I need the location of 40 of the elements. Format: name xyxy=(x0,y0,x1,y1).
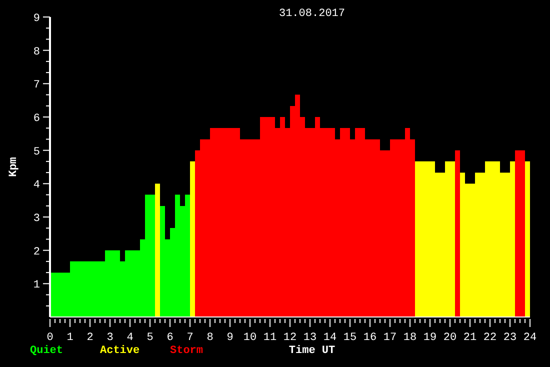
x-tick-label: 13 xyxy=(303,332,317,344)
x-tick-label: 11 xyxy=(263,332,277,344)
x-tick-label: 0 xyxy=(46,332,54,344)
text: Quiet xyxy=(30,345,64,357)
y-tick-label: 7 xyxy=(33,80,40,92)
x-tick-label: 2 xyxy=(86,332,94,344)
x-tick-label: 19 xyxy=(423,332,437,344)
x-tick-label: 18 xyxy=(403,332,417,344)
x-tick-label: 15 xyxy=(343,332,357,344)
x-tick-label: 10 xyxy=(243,332,257,344)
x-tick-label: 8 xyxy=(206,332,214,344)
y-tick-label: 8 xyxy=(33,46,40,58)
x-tick-label: 12 xyxy=(283,332,297,344)
x-tick-label: 20 xyxy=(443,332,457,344)
x-tick-label: 4 xyxy=(126,332,134,344)
x-tick-label: 7 xyxy=(186,332,194,344)
x-tick-label: 9 xyxy=(226,332,234,344)
y-tick-label: 1 xyxy=(33,280,40,292)
x-tick-label: 5 xyxy=(146,332,154,344)
x-tick-label: 16 xyxy=(363,332,377,344)
y-tick-label: 2 xyxy=(33,246,40,258)
y-tick-label: 4 xyxy=(33,180,40,192)
x-tick-label: 24 xyxy=(523,332,537,344)
x-tick-label: 6 xyxy=(166,332,174,344)
x-axis-title: Time UT xyxy=(288,345,336,357)
x-tick-label: 23 xyxy=(503,332,517,344)
y-tick-label: 6 xyxy=(33,113,40,125)
x-tick-label: 1 xyxy=(66,332,74,344)
x-tick-label: 14 xyxy=(323,332,337,344)
x-tick-label: 21 xyxy=(463,332,477,344)
y-tick-label: 9 xyxy=(33,13,40,25)
text: Storm xyxy=(170,345,204,357)
y-tick-label: 5 xyxy=(33,146,40,158)
text: Active xyxy=(100,345,140,357)
y-axis-title: Kpm xyxy=(8,156,20,177)
x-tick-label: 17 xyxy=(383,332,397,344)
x-tick-label: 3 xyxy=(106,332,114,344)
chart-title: 31.08.2017 xyxy=(278,8,346,20)
x-tick-label: 22 xyxy=(483,332,497,344)
y-tick-label: 3 xyxy=(33,213,40,225)
